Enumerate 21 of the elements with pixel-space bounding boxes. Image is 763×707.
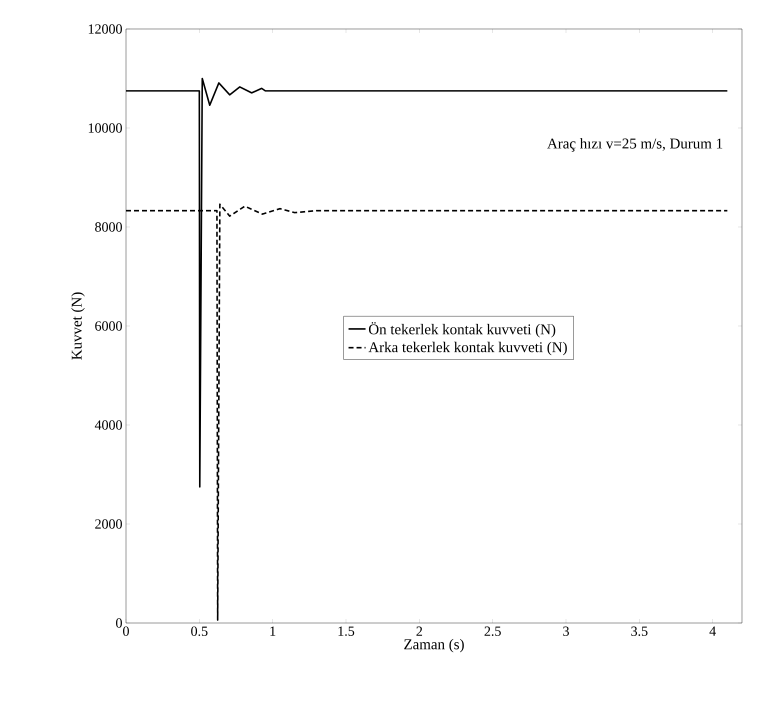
annotation: Araç hızı v=25 m/s, Durum 1 (547, 138, 722, 152)
x-tick-label: 3.5 (631, 626, 648, 636)
y-tick-label: 4000 (94, 420, 122, 430)
y-tick-label: 0 (116, 618, 122, 628)
x-tick-label: 0.5 (191, 626, 208, 636)
y-tick-label: 6000 (95, 321, 122, 331)
x-tick-label: 0 (123, 626, 129, 636)
x-tick-label: 4 (709, 626, 716, 636)
y-axis-title: Kuvvet (N) (71, 292, 85, 360)
x-tick-label: 2.5 (484, 626, 501, 636)
y-tick-label: 10000 (88, 123, 122, 133)
x-tick-label: 2 (416, 626, 422, 636)
y-tick-label: 8000 (95, 222, 122, 232)
x-axis-title: Zaman (s) (404, 638, 464, 652)
x-tick-label: 3 (563, 626, 569, 636)
x-tick-label: 1.5 (338, 626, 354, 636)
y-tick-label: 2000 (95, 519, 122, 529)
legend-label: Arka tekerlek kontak kuvveti (N) (368, 342, 567, 356)
x-tick-label: 1 (270, 626, 276, 636)
y-tick-label: 12000 (88, 24, 122, 34)
legend-label: Ön tekerlek kontak kuvveti (N) (368, 322, 556, 338)
